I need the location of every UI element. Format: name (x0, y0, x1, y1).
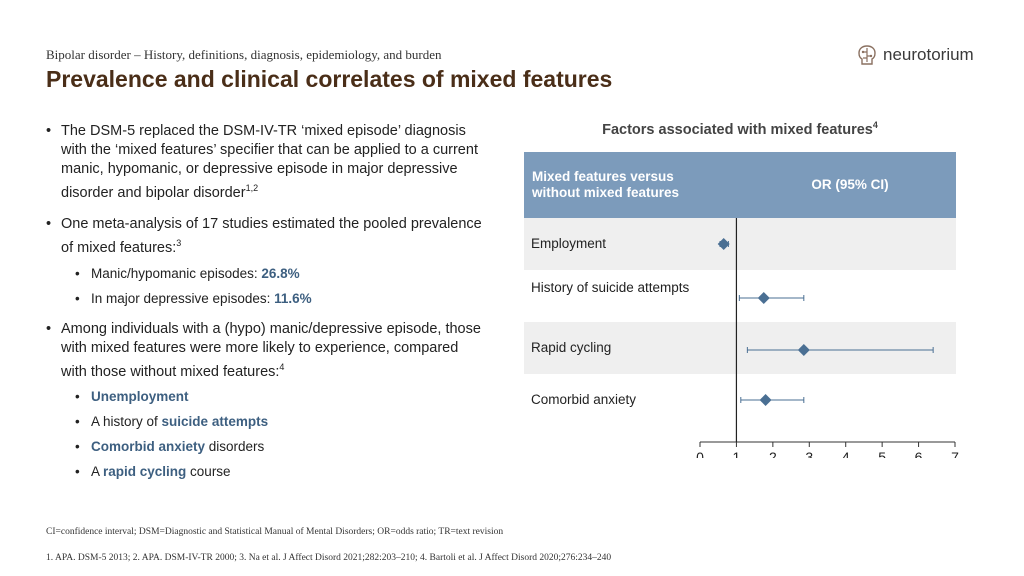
header-comparison: Mixed features versus without mixed feat… (532, 169, 680, 200)
forest-plot: 0 1 2 3 4 5 6 7 (696, 218, 959, 458)
x-tick-label: 7 (951, 449, 959, 458)
bullet-text: Among individuals with a (hypo) manic/de… (61, 320, 481, 380)
header-or: OR (95% CI) (811, 177, 889, 192)
sub-text: disorders (205, 439, 265, 455)
bullet-meta-analysis: One meta-analysis of 17 studies estimate… (46, 215, 486, 308)
bullet-list: The DSM-5 replaced the DSM-IV-TR ‘mixed … (46, 122, 486, 493)
highlight-text: suicide attempts (161, 414, 269, 430)
x-tick-label: 6 (915, 449, 923, 458)
sub-text: course (186, 464, 231, 480)
x-tick-label: 5 (878, 449, 886, 458)
sub-bullet-manic: Manic/hypomanic episodes: 26.8% (61, 264, 486, 283)
citation: 1,2 (245, 183, 259, 193)
bullet-text: One meta-analysis of 17 studies estimate… (61, 215, 482, 256)
x-tick-label: 0 (696, 449, 704, 458)
footnote-references: 1. APA. DSM-5 2013; 2. APA. DSM-IV-TR 20… (46, 553, 612, 563)
chart-header: Mixed features versus without mixed feat… (524, 152, 956, 218)
highlight-text: Comorbid anxiety (91, 439, 206, 455)
sub-bullet-suicide: A history of suicide attempts (61, 412, 486, 431)
chart-title-text: Factors associated with mixed features (602, 121, 873, 138)
sub-text: Manic/hypomanic episodes: (91, 265, 262, 281)
sub-text: In major depressive episodes: (91, 290, 275, 306)
sub-text: A (91, 464, 104, 480)
citation: 4 (279, 361, 285, 372)
prevalence-value: 26.8% (261, 265, 300, 281)
brain-circuit-icon (858, 45, 876, 65)
row-label: History of suicide attempts (531, 280, 690, 295)
chart-title: Factors associated with mixed features4 (524, 120, 956, 138)
x-tick-label: 3 (805, 449, 813, 458)
logo-text: neurotorium (883, 45, 974, 64)
logo[interactable]: neurotorium (857, 44, 974, 66)
citation: 4 (872, 120, 878, 130)
x-tick-label: 1 (733, 449, 741, 458)
bullet-text: The DSM-5 replaced the DSM-IV-TR ‘mixed … (61, 123, 478, 201)
x-tick-label: 2 (769, 449, 777, 458)
or-marker (757, 292, 770, 304)
row-band (524, 322, 956, 374)
prevalence-value: 11.6% (274, 290, 312, 306)
bullet-dsm5: The DSM-5 replaced the DSM-IV-TR ‘mixed … (46, 122, 486, 203)
or-marker (797, 344, 810, 356)
row-label: Comorbid anxiety (531, 392, 637, 407)
sub-bullet-unemployment: Unemployment (61, 387, 486, 406)
x-tick-label: 4 (842, 449, 850, 458)
highlight-text: rapid cycling (103, 464, 187, 480)
highlight-text: Unemployment (91, 389, 189, 405)
sub-bullet-rapid: A rapid cycling course (61, 462, 486, 481)
page-title: Prevalence and clinical correlates of mi… (46, 66, 613, 92)
footnote-abbreviations: CI=confidence interval; DSM=Diagnostic a… (46, 527, 504, 537)
sub-bullet-anxiety: Comorbid anxiety disorders (61, 437, 486, 456)
bullet-correlates: Among individuals with a (hypo) manic/de… (46, 320, 486, 482)
sub-text: A history of (91, 414, 162, 430)
row-label: Rapid cycling (531, 340, 612, 355)
sub-bullet-depressive: In major depressive episodes: 11.6% (61, 289, 486, 308)
row-band (524, 218, 956, 270)
citation: 3 (176, 237, 182, 248)
or-marker (759, 394, 772, 406)
row-label: Employment (531, 236, 607, 251)
breadcrumb: Bipolar disorder – History, definitions,… (46, 47, 442, 62)
or-marker (717, 238, 730, 250)
